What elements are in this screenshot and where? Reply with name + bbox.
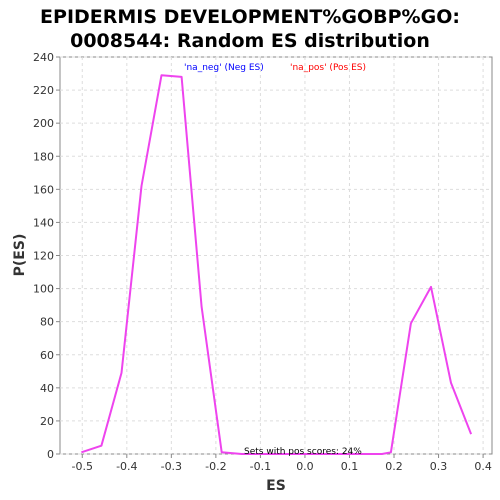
y-tick-label: 80 xyxy=(40,316,54,329)
series-layer xyxy=(81,74,473,455)
x-tick-label: 0.0 xyxy=(296,460,314,473)
y-tick-label: 0 xyxy=(47,448,54,461)
x-tick-label: 0.3 xyxy=(430,460,448,473)
x-axis-ticks: -0.5 -0.4 -0.3 -0.2 -0.1 0.0 0.1 0.2 0.3 0.4 xyxy=(72,454,492,473)
y-tick-label: 160 xyxy=(33,183,54,196)
pos-scores-annotation: Sets with pos scores: 24% xyxy=(244,447,362,457)
y-tick-label: 140 xyxy=(33,216,54,229)
legend-pos: 'na_pos' (Pos ES) xyxy=(290,63,366,73)
y-tick-label: 20 xyxy=(40,415,54,428)
chart-title-line2: 0008544: Random ES distribution xyxy=(70,30,430,52)
y-tick-label: 120 xyxy=(33,250,54,263)
y-tick-label: 40 xyxy=(40,382,54,395)
y-axis-ticks: 0 20 40 60 80 100 120 140 160 180 200 220 240 xyxy=(33,51,60,461)
x-tick-label: -0.4 xyxy=(116,460,137,473)
y-axis-label: P(ES) xyxy=(12,234,28,277)
x-tick-label: 0.2 xyxy=(385,460,403,473)
chart-title-line1: EPIDERMIS DEVELOPMENT%GOBP%GO: xyxy=(40,6,460,28)
legend-neg: 'na_neg' (Neg ES) xyxy=(184,63,264,73)
y-tick-label: 60 xyxy=(40,349,54,362)
y-tick-label: 240 xyxy=(33,51,54,64)
y-tick-label: 100 xyxy=(33,283,54,296)
x-tick-label: -0.1 xyxy=(250,460,271,473)
x-tick-label: 0.4 xyxy=(474,460,492,473)
y-tick-label: 200 xyxy=(33,117,54,130)
x-tick-label: -0.2 xyxy=(205,460,226,473)
grid xyxy=(60,56,492,455)
x-tick-label: -0.3 xyxy=(161,460,182,473)
y-tick-label: 180 xyxy=(33,150,54,163)
x-tick-label: -0.5 xyxy=(72,460,93,473)
x-axis-label: ES xyxy=(266,478,286,494)
x-tick-label: 0.1 xyxy=(341,460,359,473)
series-line xyxy=(81,74,473,455)
y-tick-label: 220 xyxy=(33,84,54,97)
